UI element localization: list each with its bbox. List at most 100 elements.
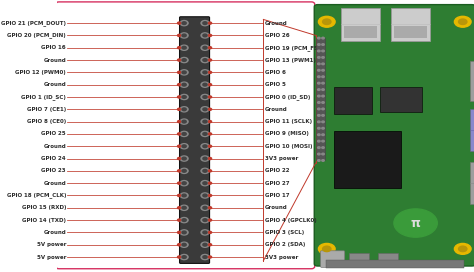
Circle shape — [180, 144, 188, 149]
Circle shape — [201, 94, 209, 100]
Circle shape — [318, 140, 320, 142]
Circle shape — [209, 182, 211, 184]
Circle shape — [203, 47, 207, 49]
Circle shape — [318, 89, 320, 90]
Text: Ground: Ground — [43, 230, 66, 235]
Circle shape — [182, 132, 186, 135]
Circle shape — [180, 107, 188, 112]
Text: GPIO 26: GPIO 26 — [264, 33, 289, 38]
Circle shape — [180, 205, 188, 210]
Circle shape — [203, 108, 207, 111]
Circle shape — [180, 21, 188, 26]
Text: GPIO 24: GPIO 24 — [41, 156, 66, 161]
Circle shape — [322, 69, 324, 71]
Circle shape — [201, 156, 209, 161]
Text: GPIO 14 (TXD): GPIO 14 (TXD) — [22, 218, 66, 222]
Circle shape — [178, 47, 181, 49]
Circle shape — [322, 82, 324, 84]
Circle shape — [318, 108, 320, 110]
Circle shape — [203, 71, 207, 74]
Text: Ground: Ground — [43, 82, 66, 87]
Circle shape — [178, 157, 181, 160]
Circle shape — [201, 70, 209, 75]
Circle shape — [322, 63, 324, 65]
Circle shape — [178, 71, 181, 73]
Circle shape — [178, 244, 181, 246]
Circle shape — [322, 57, 324, 58]
Circle shape — [323, 246, 331, 252]
Text: GPIO 6: GPIO 6 — [264, 70, 285, 75]
Circle shape — [203, 132, 207, 135]
Circle shape — [209, 59, 211, 61]
Circle shape — [182, 182, 186, 184]
Circle shape — [182, 231, 186, 234]
FancyBboxPatch shape — [334, 87, 372, 114]
FancyBboxPatch shape — [380, 87, 422, 112]
Circle shape — [394, 209, 438, 237]
Circle shape — [178, 219, 181, 221]
Circle shape — [455, 243, 471, 254]
Circle shape — [322, 76, 324, 78]
FancyBboxPatch shape — [344, 26, 377, 38]
Circle shape — [178, 256, 181, 258]
Text: Ground: Ground — [264, 21, 287, 26]
Text: GPIO 5: GPIO 5 — [264, 82, 285, 87]
Circle shape — [178, 133, 181, 135]
Circle shape — [182, 243, 186, 246]
FancyBboxPatch shape — [334, 131, 401, 188]
Circle shape — [178, 108, 181, 110]
Circle shape — [318, 50, 320, 52]
Text: GPIO 23: GPIO 23 — [41, 168, 66, 173]
Circle shape — [209, 22, 211, 24]
Circle shape — [209, 108, 211, 110]
Circle shape — [180, 82, 188, 87]
Circle shape — [322, 140, 324, 142]
Circle shape — [322, 147, 324, 149]
Text: GPIO 8 (CE0): GPIO 8 (CE0) — [27, 119, 66, 124]
Circle shape — [203, 22, 207, 24]
Text: GPIO 12 (PWM0): GPIO 12 (PWM0) — [15, 70, 66, 75]
Text: Ground: Ground — [43, 58, 66, 63]
Circle shape — [182, 206, 186, 209]
Circle shape — [319, 16, 335, 27]
Circle shape — [209, 47, 211, 49]
Circle shape — [203, 231, 207, 234]
Text: GPIO 1 (ID_SC): GPIO 1 (ID_SC) — [21, 94, 66, 100]
Circle shape — [182, 59, 186, 61]
Text: GPIO 27: GPIO 27 — [264, 181, 289, 186]
Circle shape — [322, 44, 324, 45]
Text: Ground: Ground — [264, 205, 287, 210]
Text: GPIO 11 (SCLK): GPIO 11 (SCLK) — [264, 119, 312, 124]
Circle shape — [201, 119, 209, 124]
FancyBboxPatch shape — [391, 8, 430, 41]
Circle shape — [182, 96, 186, 98]
Circle shape — [203, 206, 207, 209]
Circle shape — [201, 45, 209, 50]
Circle shape — [182, 83, 186, 86]
Circle shape — [201, 107, 209, 112]
Circle shape — [322, 50, 324, 52]
Circle shape — [201, 181, 209, 186]
Circle shape — [201, 193, 209, 198]
Circle shape — [318, 63, 320, 65]
FancyBboxPatch shape — [470, 61, 474, 101]
Text: GPIO 7 (CE1): GPIO 7 (CE1) — [27, 107, 66, 112]
Circle shape — [178, 84, 181, 86]
Circle shape — [323, 19, 331, 24]
FancyBboxPatch shape — [340, 8, 380, 41]
Circle shape — [178, 170, 181, 172]
Text: π: π — [410, 217, 420, 230]
FancyBboxPatch shape — [326, 260, 464, 268]
Circle shape — [201, 131, 209, 137]
Text: Ground: Ground — [43, 181, 66, 186]
Circle shape — [203, 96, 207, 98]
Circle shape — [209, 256, 211, 258]
Text: GPIO 18 (PCM_CLK): GPIO 18 (PCM_CLK) — [7, 193, 66, 198]
Circle shape — [182, 22, 186, 24]
Text: GPIO 3 (SCL): GPIO 3 (SCL) — [264, 230, 304, 235]
Circle shape — [182, 194, 186, 197]
Circle shape — [203, 243, 207, 246]
Circle shape — [318, 95, 320, 97]
Circle shape — [203, 194, 207, 197]
Circle shape — [203, 157, 207, 160]
